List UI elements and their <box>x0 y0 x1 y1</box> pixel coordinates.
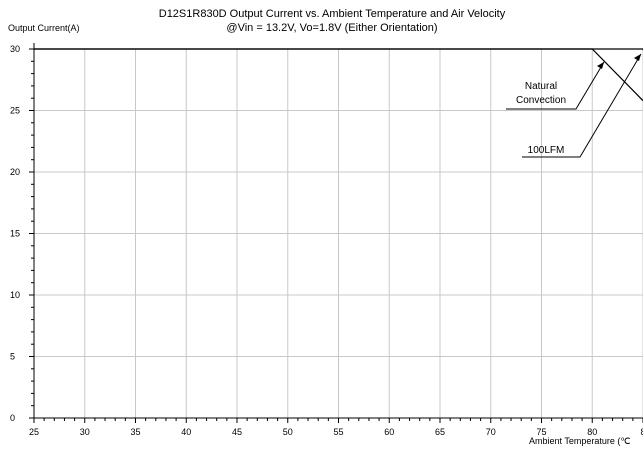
chart-subtitle: @Vin = 13.2V, Vo=1.8V (Either Orientatio… <box>226 22 437 34</box>
x-tick-label: 65 <box>435 427 445 437</box>
ticks: 2530354045505560657075808051015202530 <box>10 44 643 437</box>
series-line-100lfm <box>34 48 643 51</box>
x-tick-label: 75 <box>536 427 546 437</box>
y-tick-label: 20 <box>10 167 20 177</box>
x-tick-label: 55 <box>333 427 343 437</box>
series <box>34 48 643 102</box>
y-tick-label: 15 <box>10 229 20 239</box>
x-tick-label: 45 <box>232 427 242 437</box>
y-tick-label: 30 <box>10 44 20 54</box>
x-tick-label: 60 <box>384 427 394 437</box>
y-tick-label: 5 <box>10 352 15 362</box>
annotation-100lfm-leader <box>522 53 642 158</box>
y-tick-label: 0 <box>10 413 15 423</box>
x-tick-label: 70 <box>486 427 496 437</box>
annotation-100lfm-label: 100LFM <box>528 145 565 156</box>
x-axis-label: Ambient Temperature (℃ <box>529 436 630 446</box>
annotation-natural-label-line1: Natural <box>525 81 557 92</box>
annotations: Natural Convection 100LFM <box>506 53 642 158</box>
annotation-natural-label-line2: Convection <box>516 95 566 106</box>
y-axis-label: Output Current(A) <box>8 23 80 33</box>
annotation-natural-leader <box>506 61 605 110</box>
x-tick-label: 30 <box>80 427 90 437</box>
x-tick-label: 35 <box>130 427 140 437</box>
annotation-100lfm-arrowhead <box>634 54 641 61</box>
annotation-natural-arrowhead <box>597 62 604 69</box>
y-tick-label: 25 <box>10 106 20 116</box>
y-tick-label: 10 <box>10 290 20 300</box>
x-tick-label: 8 <box>640 427 643 437</box>
x-tick-label: 50 <box>283 427 293 437</box>
x-tick-label: 25 <box>29 427 39 437</box>
chart-title: D12S1R830D Output Current vs. Ambient Te… <box>159 8 506 20</box>
x-tick-label: 40 <box>181 427 191 437</box>
x-tick-label: 80 <box>587 427 597 437</box>
